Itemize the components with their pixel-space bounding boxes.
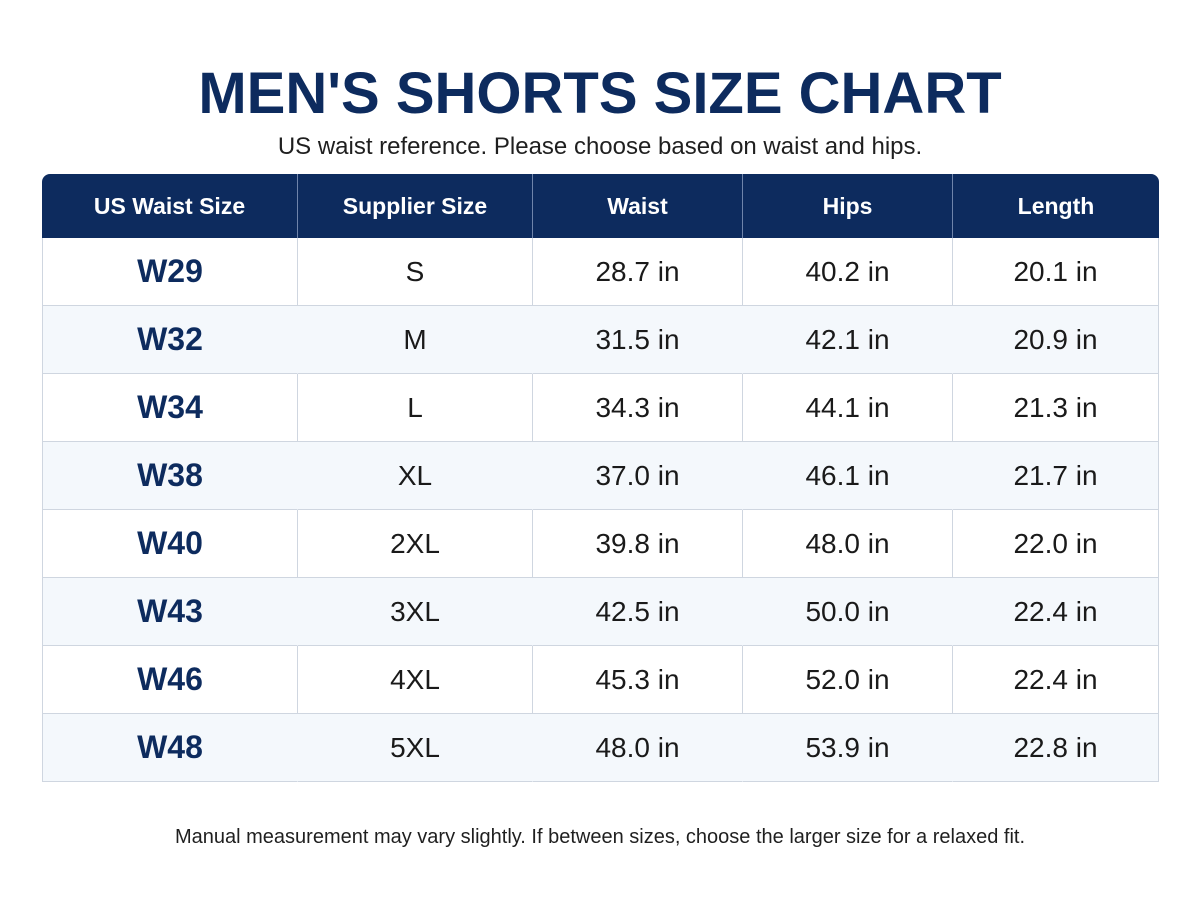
hips-cell: 50.0 in [742,578,952,646]
header-supplier-size: Supplier Size [297,174,532,238]
table-row: W40 2XL 39.8 in 48.0 in 22.0 in [42,510,1159,578]
waist-cell: 48.0 in [532,714,742,782]
length-cell: 22.4 in [952,578,1159,646]
us-waist-size-cell: W38 [42,442,297,510]
hips-cell: 42.1 in [742,306,952,374]
footnote: Manual measurement may vary slightly. If… [174,826,1025,848]
supplier-size-cell: L [297,374,532,442]
page-title: MEN'S SHORTS SIZE CHART [198,61,1002,126]
hips-cell: 52.0 in [742,646,952,714]
waist-cell: 42.5 in [532,578,742,646]
supplier-size-cell: S [297,238,532,306]
us-waist-size-cell: W46 [42,646,297,714]
us-waist-size-cell: W29 [42,238,297,306]
us-waist-size-cell: W32 [42,306,297,374]
header-waist: Waist [532,174,742,238]
waist-cell: 45.3 in [532,646,742,714]
length-cell: 20.1 in [952,238,1159,306]
us-waist-size-cell: W48 [42,714,297,782]
waist-cell: 39.8 in [532,510,742,578]
size-table: US Waist Size Supplier Size Waist Hips L… [42,174,1159,782]
waist-cell: 34.3 in [532,374,742,442]
table-row: W43 3XL 42.5 in 50.0 in 22.4 in [42,578,1159,646]
us-waist-size-cell: W43 [42,578,297,646]
header-row: US Waist Size Supplier Size Waist Hips L… [42,174,1159,238]
us-waist-size-cell: W34 [42,374,297,442]
hips-cell: 46.1 in [742,442,952,510]
supplier-size-cell: M [297,306,532,374]
hips-cell: 53.9 in [742,714,952,782]
supplier-size-cell: 4XL [297,646,532,714]
header-length: Length [952,174,1159,238]
page-subtitle: US waist reference. Please choose based … [277,133,923,160]
supplier-size-cell: XL [297,442,532,510]
supplier-size-cell: 3XL [297,578,532,646]
header-us-waist-size: US Waist Size [42,174,297,238]
table-row: W38 XL 37.0 in 46.1 in 21.7 in [42,442,1159,510]
hips-cell: 48.0 in [742,510,952,578]
length-cell: 21.7 in [952,442,1159,510]
table-header: US Waist Size Supplier Size Waist Hips L… [42,174,1159,238]
supplier-size-cell: 5XL [297,714,532,782]
us-waist-size-cell: W40 [42,510,297,578]
length-cell: 20.9 in [952,306,1159,374]
table-body: W29 S 28.7 in 40.2 in 20.1 in W32 M 31.5… [42,238,1159,782]
supplier-size-cell: 2XL [297,510,532,578]
table-row: W34 L 34.3 in 44.1 in 21.3 in [42,374,1159,442]
length-cell: 22.8 in [952,714,1159,782]
length-cell: 22.0 in [952,510,1159,578]
table-row: W32 M 31.5 in 42.1 in 20.9 in [42,306,1159,374]
hips-cell: 40.2 in [742,238,952,306]
length-cell: 22.4 in [952,646,1159,714]
length-cell: 21.3 in [952,374,1159,442]
waist-cell: 28.7 in [532,238,742,306]
table-row: W48 5XL 48.0 in 53.9 in 22.8 in [42,714,1159,782]
header-hips: Hips [742,174,952,238]
waist-cell: 31.5 in [532,306,742,374]
hips-cell: 44.1 in [742,374,952,442]
table-row: W46 4XL 45.3 in 52.0 in 22.4 in [42,646,1159,714]
waist-cell: 37.0 in [532,442,742,510]
table-row: W29 S 28.7 in 40.2 in 20.1 in [42,238,1159,306]
